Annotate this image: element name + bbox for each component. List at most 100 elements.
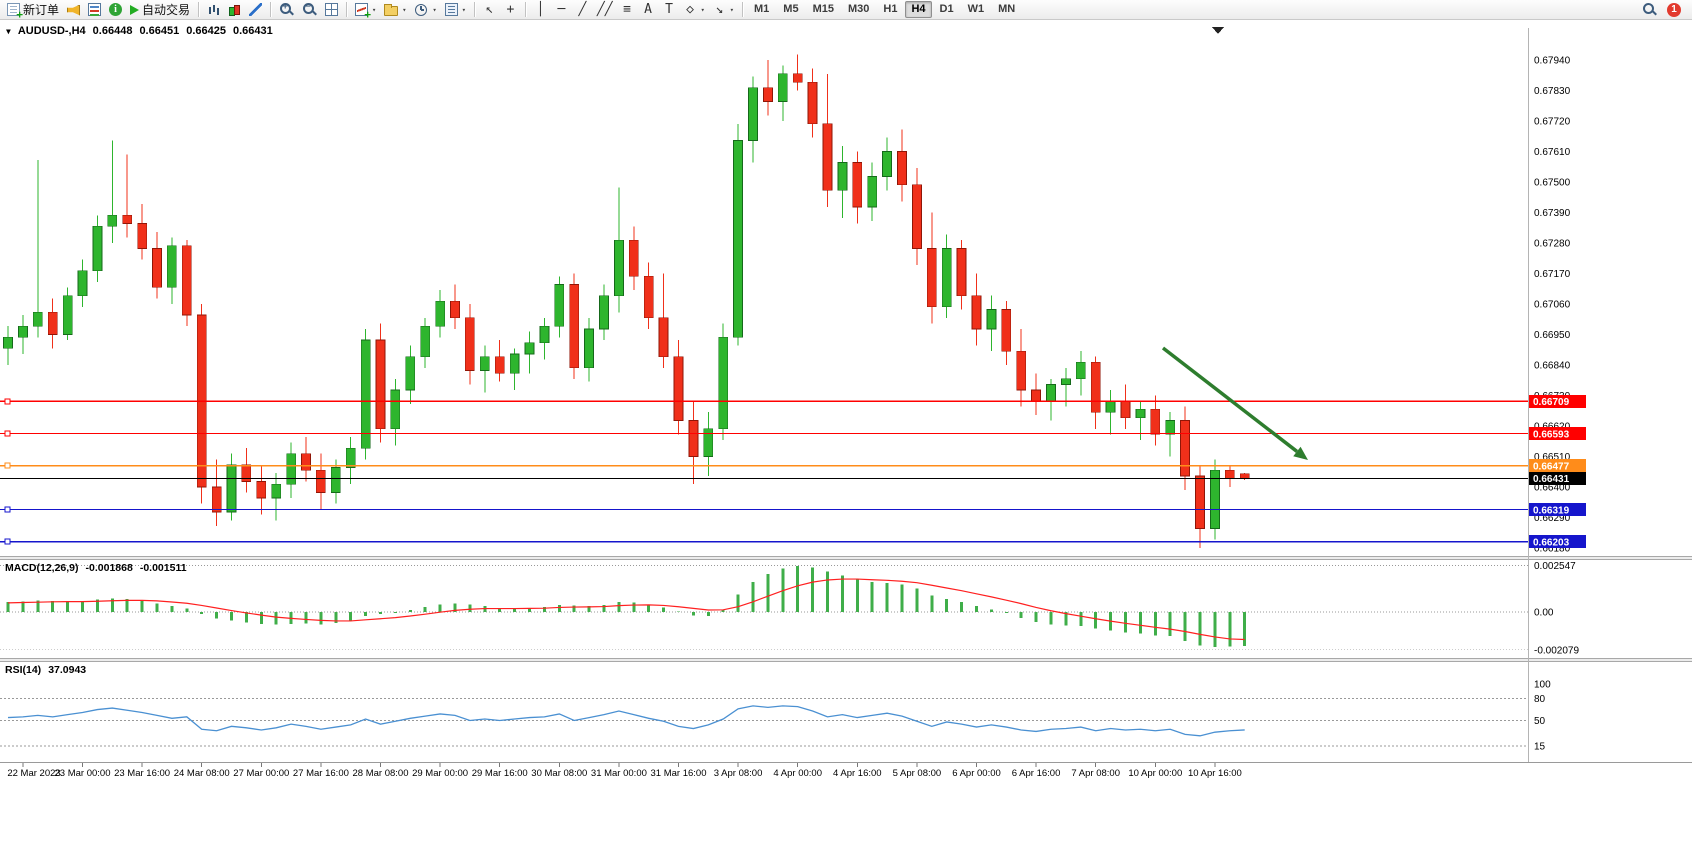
alerts-button[interactable] <box>63 1 84 19</box>
timeframe-m30[interactable]: M30 <box>847 3 870 15</box>
candle-body <box>420 325 431 358</box>
timeframe-m1[interactable]: M1 <box>754 3 770 15</box>
notification-badge[interactable]: 1 <box>1667 2 1681 17</box>
channel-tool-button[interactable]: ╱╱ <box>593 1 617 19</box>
trendline-tool-button[interactable]: ╱ <box>572 1 593 19</box>
candle-body <box>1180 420 1190 477</box>
autotrading-label: 自动交易 <box>142 3 191 17</box>
hline-tool-button[interactable]: ─ <box>551 1 572 19</box>
macd-signal-line <box>7 578 1245 641</box>
zoom-out-button[interactable]: − <box>298 1 321 19</box>
line-chart-mode-button[interactable] <box>245 1 266 19</box>
price-tag-label: 0.66203 <box>1533 537 1570 548</box>
time-axis-label: 22 Mar 2023 <box>7 768 60 779</box>
scroll-to-end-marker[interactable] <box>1212 27 1224 34</box>
timeframe-h1[interactable]: H1 <box>883 3 898 15</box>
candle-body <box>167 245 177 288</box>
timeframe-d1[interactable]: D1 <box>939 3 954 15</box>
timeframe-w1[interactable]: W1 <box>967 3 985 15</box>
timeframe-mn[interactable]: MN <box>998 3 1016 15</box>
one-click-trading-toggle[interactable]: ▼ <box>6 26 11 36</box>
fibonacci-tool-button[interactable]: ≡ <box>617 1 638 19</box>
trend-arrow-line[interactable] <box>1161 346 1298 453</box>
candle-body <box>405 356 416 391</box>
candle-body <box>867 176 878 208</box>
play-icon <box>130 4 140 15</box>
macd-label: MACD(12,26,9) <box>5 562 79 574</box>
toolbar-separator <box>198 2 200 17</box>
zoom-in-button[interactable]: + <box>275 1 298 19</box>
price-tag-label: 0.66709 <box>1533 397 1570 408</box>
label-tool-button[interactable]: T <box>659 1 680 19</box>
line-chart-icon <box>249 3 263 16</box>
price-axis-label: 0.67060 <box>1534 299 1571 310</box>
panel-separator[interactable] <box>0 556 1692 560</box>
chevron-down-icon: ▾ <box>402 5 407 14</box>
rsi-axis-label: 80 <box>1534 694 1546 705</box>
line-handle[interactable] <box>4 430 11 437</box>
autotrading-button[interactable]: 自动交易 <box>126 1 194 19</box>
macd-signal-value: -0.001511 <box>139 562 187 574</box>
bar-chart-mode-button[interactable] <box>203 1 224 19</box>
vertical-line-icon: │ <box>536 2 545 17</box>
candle-body <box>3 336 13 349</box>
timeframe-h4[interactable]: H4 <box>905 1 932 18</box>
candlestick-mode-button[interactable] <box>224 1 245 19</box>
candle-body <box>18 325 28 338</box>
candle-body <box>375 339 386 430</box>
price-tag-label: 0.66477 <box>1533 461 1570 472</box>
new-order-icon: + <box>7 3 23 20</box>
candle-body <box>584 328 594 369</box>
line-handle[interactable] <box>4 538 11 545</box>
time-axis-label: 27 Mar 00:00 <box>233 768 289 779</box>
data-window-button[interactable]: i <box>105 1 126 19</box>
line-handle[interactable] <box>4 462 11 469</box>
crosshair-icon: + <box>506 2 515 17</box>
text-tool-button[interactable]: A <box>638 1 659 19</box>
new-order-button[interactable]: + 新订单 <box>3 1 63 20</box>
candle-body <box>181 245 192 316</box>
timeframe-group: M1 M5 M15 M30 H1 H4 D1 W1 MN <box>747 1 1022 18</box>
candle-body <box>718 336 729 430</box>
candle-body <box>1239 473 1250 479</box>
price-axis-label: 0.67280 <box>1534 238 1571 249</box>
profiles-button[interactable]: ▾ <box>380 1 410 19</box>
line-handle[interactable] <box>4 506 11 513</box>
cursor-tool-button[interactable]: ↖ <box>479 1 500 19</box>
candle-body <box>316 470 326 493</box>
rsi-axis-label: 15 <box>1534 742 1546 753</box>
market-watch-button[interactable] <box>84 1 105 19</box>
tile-windows-button[interactable] <box>321 1 342 19</box>
toolbar-separator <box>524 2 526 17</box>
candle-body <box>614 239 624 297</box>
search-icon[interactable] <box>1642 2 1657 17</box>
line-handle[interactable] <box>4 398 11 405</box>
price-tag-label: 0.66431 <box>1533 474 1570 485</box>
templates-button[interactable]: ▾ <box>441 1 470 19</box>
candle-body <box>465 317 475 371</box>
timeframe-m5[interactable]: M5 <box>783 3 799 15</box>
candle-body <box>628 239 639 277</box>
vline-tool-button[interactable]: │ <box>530 1 551 19</box>
info-icon: i <box>109 3 123 16</box>
panel-separator[interactable] <box>0 658 1692 662</box>
arrows-tool-button[interactable]: ↘ ▾ <box>709 1 738 19</box>
candle-body <box>926 248 937 308</box>
periods-button[interactable]: ▾ <box>410 1 440 19</box>
time-axis-label: 7 Apr 08:00 <box>1071 768 1120 779</box>
candle-body <box>748 87 758 141</box>
new-chart-button[interactable]: + ▾ <box>351 1 380 20</box>
price-axis-label: 0.66510 <box>1534 452 1571 463</box>
candle-body <box>912 184 922 249</box>
candle-body <box>837 162 848 191</box>
shapes-tool-button[interactable]: ◇ ▾ <box>680 1 709 19</box>
candle-body <box>777 73 788 102</box>
time-axis-label: 27 Mar 16:00 <box>293 768 349 779</box>
candle-body <box>256 481 267 499</box>
time-axis-label: 6 Apr 16:00 <box>1012 768 1061 779</box>
price-axis-label: 0.67500 <box>1534 177 1571 188</box>
timeframe-m15[interactable]: M15 <box>812 3 834 15</box>
new-chart-icon: + <box>355 3 371 20</box>
chart-canvas[interactable]: 0.67940 0.67830 0.67720 0.67610 0.67500 0.673… <box>0 20 1692 782</box>
crosshair-tool-button[interactable]: + <box>500 1 521 19</box>
